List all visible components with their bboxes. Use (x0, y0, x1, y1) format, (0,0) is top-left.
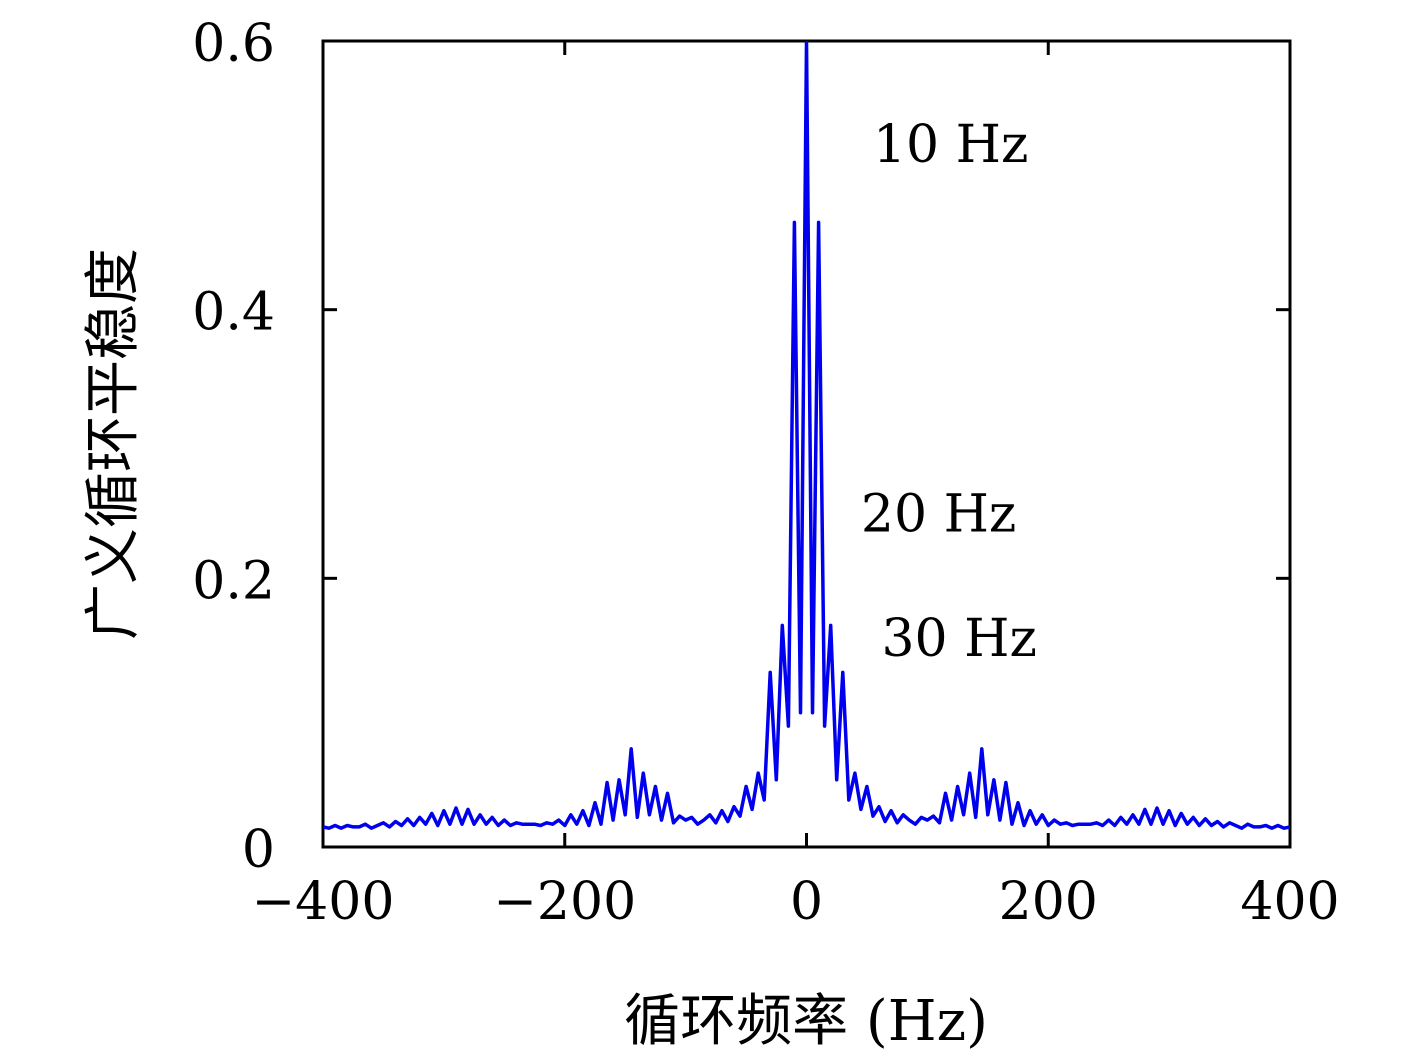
x-tick-label: 400 (1240, 872, 1339, 932)
annotations: 10 Hz 20 Hz 30 Hz (861, 115, 1037, 669)
y-axis-label: 广义循环平稳度 (81, 248, 146, 640)
x-tick-label: 200 (999, 872, 1098, 932)
annotation-label: 30 Hz (881, 609, 1036, 669)
annotation-label: 10 Hz (873, 115, 1028, 175)
x-axis-label: 循环频率 (Hz) (624, 989, 988, 1054)
x-tick-label: −400 (252, 872, 395, 932)
y-tick-label: 0.4 (192, 283, 275, 343)
x-tick-label: 0 (790, 872, 823, 932)
y-tick-label: 0.6 (192, 14, 275, 74)
tick-labels: −400 −200 0 200 400 0 0.2 0.4 0.6 (192, 14, 1339, 932)
series-line (323, 41, 1290, 830)
axis-ticks (321, 39, 1292, 849)
y-tick-label: 0 (242, 820, 275, 880)
x-tick-label: −200 (493, 872, 636, 932)
y-tick-label: 0.2 (192, 551, 275, 611)
annotation-label: 20 Hz (861, 484, 1016, 544)
